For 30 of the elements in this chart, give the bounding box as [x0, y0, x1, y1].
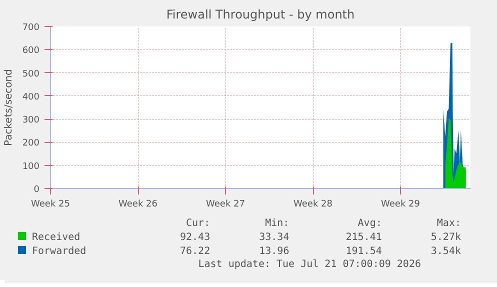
text: 5.27k	[430, 231, 462, 245]
x-tick-label: Week 29	[381, 200, 420, 210]
text: 3.54k	[430, 245, 462, 259]
y-tick-label: 100	[22, 162, 40, 172]
y-tick-label: 400	[22, 92, 40, 102]
y-tick-label: 700	[22, 23, 40, 33]
legend-label: Forwarded	[31, 245, 88, 259]
y-tick-label: 600	[22, 46, 40, 56]
x-tick-label: Week 27	[206, 200, 245, 210]
text: Max:	[436, 217, 462, 231]
text: Cur:	[185, 217, 212, 231]
text: Last update: Tue Jul 21 07:00:09 2026	[197, 259, 422, 271]
text: 215.41	[344, 231, 383, 245]
x-tick-label: Week 28	[294, 200, 333, 210]
text: 191.54	[344, 245, 383, 259]
y-tick-label: 200	[22, 138, 40, 149]
text: Min:	[264, 217, 290, 231]
x-tick-label: Week 26	[118, 200, 158, 210]
text: 33.34	[258, 231, 290, 245]
y-tick-label: 300	[22, 116, 40, 126]
text: Avg:	[356, 217, 383, 231]
y-tick-label: 500	[22, 69, 40, 80]
text: 76.22	[179, 245, 212, 259]
y-axis-title: Packets/second	[3, 69, 14, 146]
chart-title: Firewall Throughput - by month	[166, 8, 355, 22]
legend-label: Received	[31, 231, 82, 245]
text: 13.96	[258, 245, 290, 259]
text: 92.43	[179, 231, 212, 245]
y-tick-label: 0	[34, 185, 40, 195]
x-tick-label: Week 25	[31, 200, 70, 210]
